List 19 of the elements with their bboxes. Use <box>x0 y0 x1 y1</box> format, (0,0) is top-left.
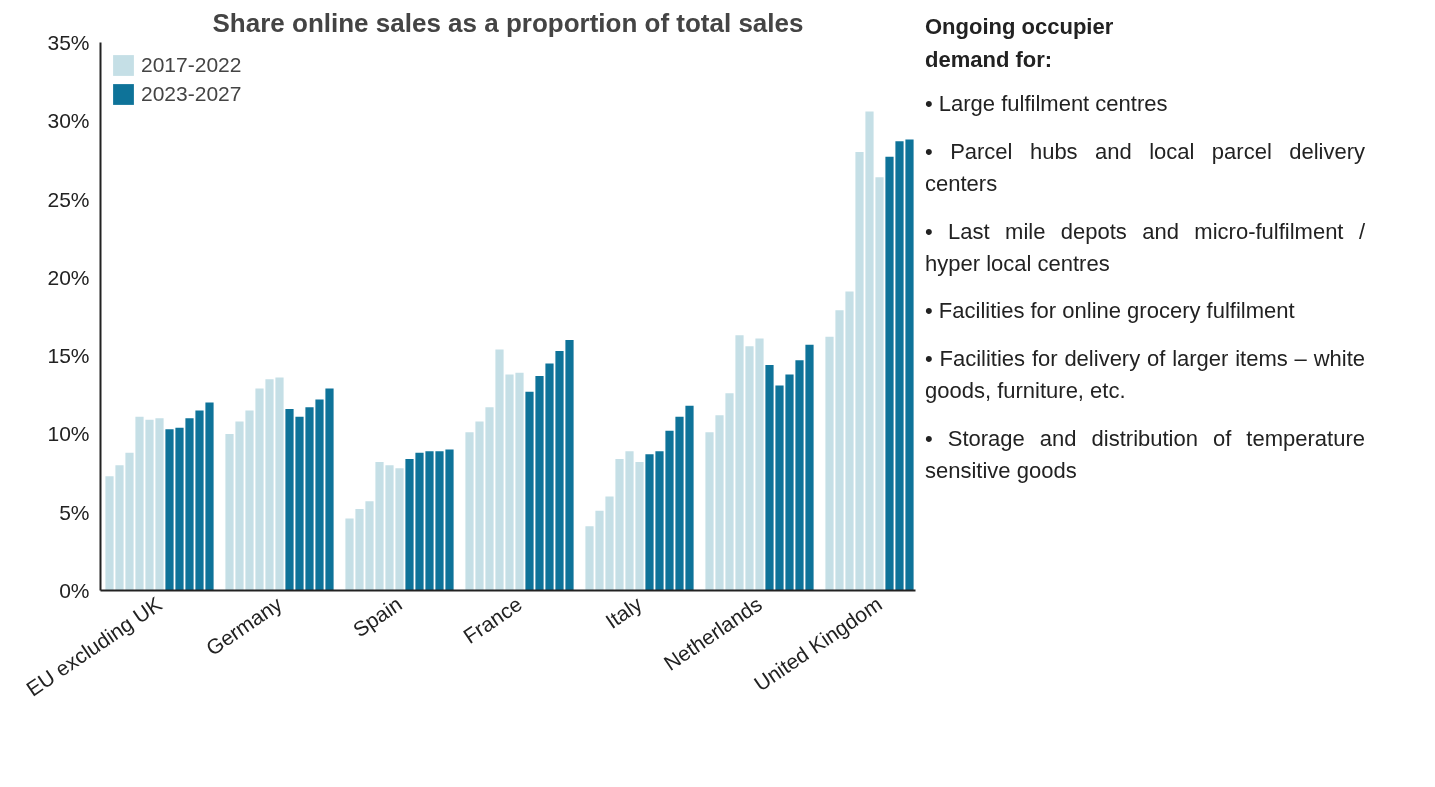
x-tick-label: Italy <box>601 591 647 633</box>
y-tick-label: 15% <box>47 344 90 368</box>
chart-title: Share online sales as a proportion of total sales <box>212 7 804 38</box>
text: • Facilities for online grocery fulfilment <box>925 297 1296 326</box>
text: • Large fulfilment centres <box>925 90 1169 118</box>
legend-label: 2017-2022 <box>141 53 242 77</box>
text: • Parcel hubs and local parcel delivery centers <box>925 137 1365 198</box>
text: • Facilities for delivery of larger items – white goods, furniture, etc. <box>925 345 1365 406</box>
y-tick-label: 30% <box>47 109 90 133</box>
y-tick-label: 5% <box>59 500 90 524</box>
legend-label: 2023-2027 <box>141 82 242 106</box>
y-tick-label: 25% <box>47 187 90 211</box>
y-tick-label: 0% <box>59 579 90 602</box>
y-tick-label: 20% <box>47 265 90 289</box>
y-tick-label: 35% <box>47 31 90 54</box>
text: • Last mile depots and micro-fulfilment / hyper local centres <box>925 217 1365 278</box>
y-tick-label: 10% <box>47 422 90 446</box>
text: • Storage and distribution of temperature sensitive goods <box>925 425 1365 485</box>
text: Ongoing occupier demand for: <box>925 13 1115 74</box>
